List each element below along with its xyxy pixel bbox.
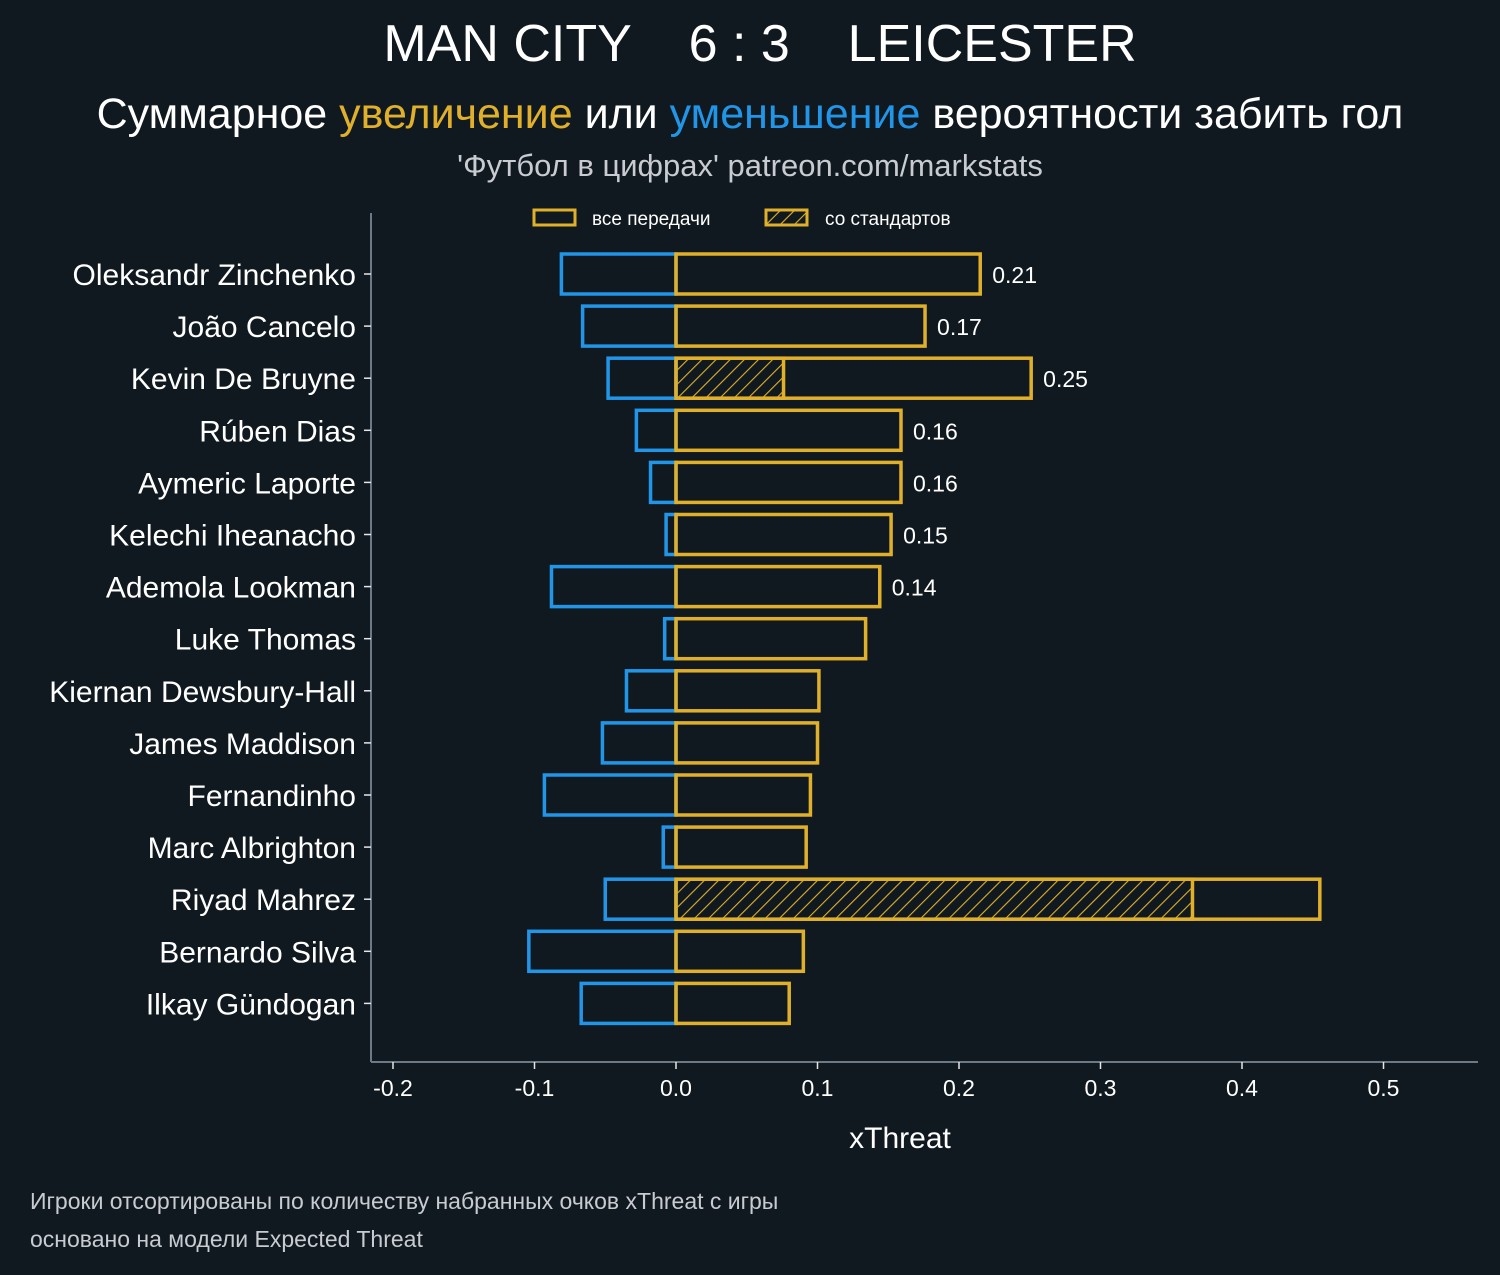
subtitle-part: или: [572, 90, 670, 138]
decrease-bar: [606, 356, 678, 400]
decrease-bar: [661, 825, 678, 869]
footnote-sorting: Игроки отсортированы по количеству набра…: [30, 1188, 779, 1214]
decrease-bar: [624, 669, 678, 713]
subtitle-increase: увеличение: [339, 90, 573, 138]
x-tick-label: 0.0: [660, 1075, 692, 1101]
subtitle-part: Суммарное: [96, 90, 340, 138]
increase-bar: [674, 877, 1322, 921]
legend-label-all-passes: все передачи: [592, 209, 711, 230]
x-tick-label: 0.5: [1368, 1075, 1400, 1101]
increase-bar: [674, 252, 982, 296]
credit-line: 'Футбол в цифрах' patreon.com/markstats: [457, 148, 1043, 183]
player-label: Oleksandr Zinchenko: [73, 259, 356, 292]
increase-bar: [674, 721, 820, 765]
decrease-bar: [580, 304, 678, 348]
player-label: Kelechi Iheanacho: [109, 520, 356, 553]
legend-label-set-pieces: со стандартов: [825, 209, 951, 230]
increase-bar: [674, 929, 806, 974]
decrease-bar: [579, 981, 678, 1026]
value-label: 0.17: [937, 314, 982, 340]
player-label: Luke Thomas: [175, 624, 356, 657]
value-label: 0.21: [992, 262, 1037, 288]
legend-swatch-all-passes: [532, 208, 577, 227]
axes: [370, 213, 1478, 1063]
decrease-bar: [559, 252, 678, 296]
increase-bar: [674, 356, 1033, 400]
x-tick-label: 0.2: [943, 1075, 975, 1101]
player-label: Aymeric Laporte: [138, 467, 356, 500]
value-label: 0.16: [913, 470, 958, 496]
player-label: Riyad Mahrez: [171, 884, 356, 917]
decrease-bar: [634, 408, 678, 453]
x-axis-title: xThreat: [849, 1122, 951, 1155]
subtitle-part: вероятности забить гол: [920, 90, 1404, 138]
decrease-bar: [549, 564, 678, 609]
decrease-bar: [603, 877, 678, 921]
x-tick-label: -0.1: [515, 1075, 555, 1101]
increase-bar: [674, 512, 893, 557]
x-tick-label: 0.3: [1085, 1075, 1117, 1101]
player-label: Ilkay Gündogan: [146, 988, 356, 1021]
increase-bar: [674, 304, 927, 348]
legend: все передачи со стандартов: [532, 208, 951, 230]
player-label: João Cancelo: [173, 311, 356, 344]
x-tick-label: 0.4: [1226, 1075, 1258, 1101]
increase-bar: [674, 669, 821, 713]
decrease-bar: [527, 929, 678, 974]
x-tick-label: 0.1: [802, 1075, 834, 1101]
value-label: 0.25: [1043, 366, 1088, 392]
player-label: Rúben Dias: [199, 415, 356, 448]
x-axis-ticks: -0.2 -0.1 0.0 0.1 0.2 0.3 0.4 0.5: [373, 1062, 1399, 1101]
decrease-bar: [542, 773, 678, 817]
subtitle-decrease: уменьшение: [669, 90, 921, 138]
set-piece-bar: [674, 356, 786, 400]
increase-bar: [674, 460, 903, 505]
player-label: James Maddison: [129, 728, 356, 761]
decrease-bar: [600, 721, 678, 765]
player-label: Kevin De Bruyne: [131, 363, 356, 396]
player-label: Bernardo Silva: [159, 936, 356, 969]
legend-swatch-set-pieces: [764, 208, 809, 227]
increase-bar: [674, 773, 813, 817]
increase-bar: [674, 825, 808, 869]
set-piece-bar: [674, 877, 1195, 921]
decrease-bar: [648, 460, 678, 505]
away-team: LEICESTER: [847, 15, 1137, 73]
player-label: Fernandinho: [188, 780, 356, 813]
x-tick-label: -0.2: [373, 1075, 413, 1101]
player-label: Ademola Lookman: [106, 572, 356, 605]
score: 6 : 3: [688, 15, 790, 73]
player-label: Marc Albrighton: [148, 832, 356, 865]
player-label: Kiernan Dewsbury-Hall: [49, 676, 356, 709]
value-label: 0.15: [903, 523, 948, 549]
bars: 0.21 0.17 0.25 0.16 0.16 0.15 0.14: [527, 252, 1322, 1026]
increase-bar: [674, 408, 903, 453]
y-axis-labels: Oleksandr Zinchenko João Cancelo Kevin De …: [49, 259, 371, 1021]
chart-subtitle: Суммарное увеличение или уменьшение веро…: [0, 90, 1500, 139]
home-team: MAN CITY: [383, 15, 631, 73]
increase-bar: [674, 616, 868, 661]
increase-bar: [674, 981, 791, 1026]
increase-bar: [674, 564, 882, 609]
footnote-model: основано на модели Expected Threat: [30, 1226, 423, 1252]
value-label: 0.16: [913, 418, 958, 444]
match-title: MAN CITY 6 : 3 LEICESTER: [0, 14, 1500, 74]
value-label: 0.14: [892, 575, 937, 601]
